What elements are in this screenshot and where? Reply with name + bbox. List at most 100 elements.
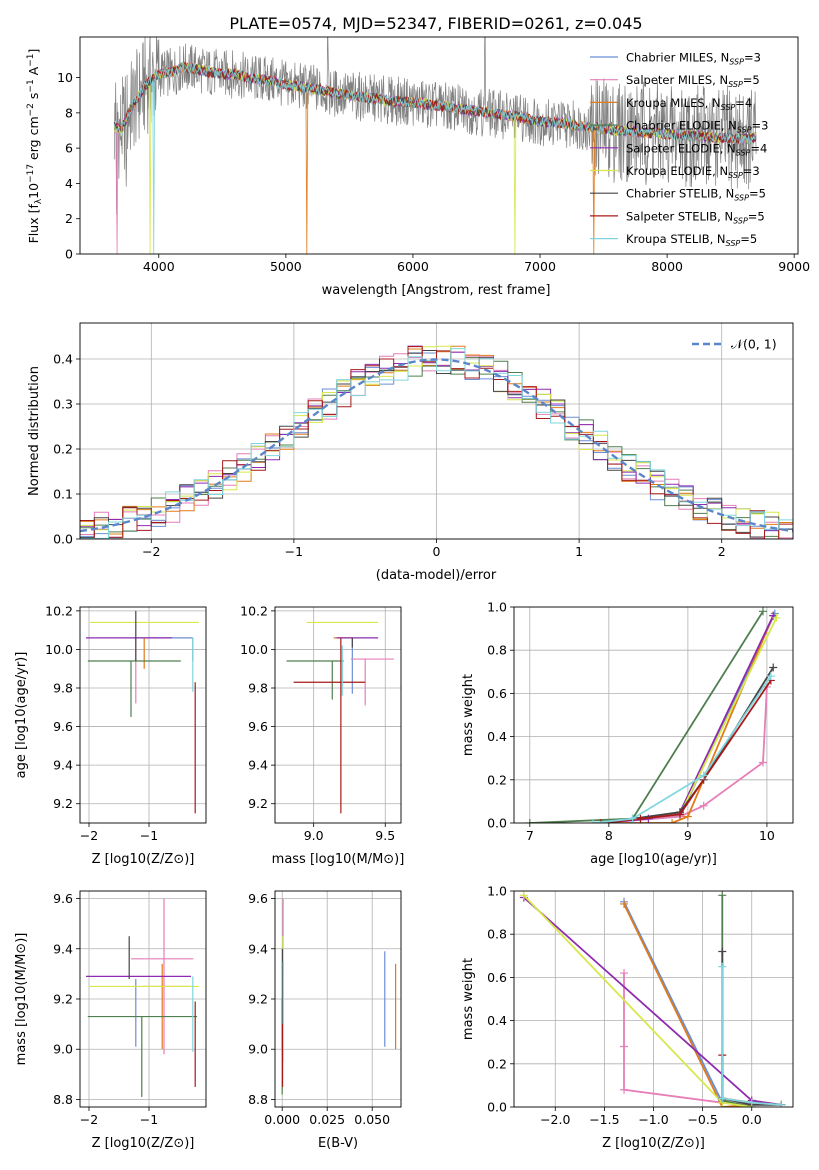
y-tick-label: 9.2	[248, 796, 268, 811]
y-axis-label: Flux [fλ10−17 erg cm−2 s−1 A−1]	[26, 49, 44, 244]
x-tick-label: 0	[433, 544, 441, 559]
x-tick-label: −1	[140, 1112, 158, 1127]
y-tick-label: 9.4	[248, 941, 268, 956]
x-axis-label: wavelength [Angstrom, rest frame]	[322, 283, 551, 298]
panel-age-vs-Z: −2 −1 9.2 9.4 9.6 9.8 10.0 10.2 Z [log10(Z/Z⊙)] a…	[14, 603, 207, 867]
y-tick-label: 10.2	[45, 603, 73, 618]
legend-label: Kroupa STELIB, NSSP=5	[626, 232, 757, 248]
y-tick-label: 8.8	[248, 1092, 268, 1107]
plot-area-age-vs-Z	[80, 607, 206, 823]
y-tick-label: 9.6	[53, 891, 73, 906]
mass-weight-marker	[525, 819, 534, 823]
x-axis-label: age [log10(age/yr)]	[590, 852, 717, 867]
panel-mass-vs-Z: −2 −1 8.8 9.0 9.2 9.4 9.6 Z [log10(Z/Z⊙)] mass […	[14, 890, 207, 1151]
mass-weight-marker	[628, 814, 637, 823]
x-axis-label: mass [log10(M/M⊙)]	[272, 852, 405, 867]
y-axis-label: mass weight	[461, 958, 476, 1040]
y-tick-label: 4	[65, 176, 73, 191]
legend-label: Chabrier ELODIE, NSSP=3	[626, 119, 768, 135]
legend-label: Kroupa ELODIE, NSSP=3	[626, 164, 760, 180]
y-tick-label: 0.8	[487, 927, 507, 942]
histogram-step-line	[80, 346, 793, 539]
plot-area-mass-vs-EBV	[275, 891, 401, 1107]
mass-weight-marker	[675, 810, 684, 819]
mass-weight-marker	[620, 899, 629, 908]
x-tick-label: 9.0	[304, 828, 324, 843]
legend-label: Salpeter MILES, NSSP=5	[626, 73, 760, 89]
mass-weight-marker	[718, 962, 727, 971]
x-tick-label: 6000	[397, 259, 429, 274]
y-tick-label: 0.0	[53, 532, 73, 547]
mass-weight-marker	[766, 672, 775, 681]
mass-weight-marker	[718, 947, 727, 956]
figure-title: PLATE=0574, MJD=52347, FIBERID=0261, z=0…	[229, 14, 642, 33]
x-tick-label: 9	[684, 828, 692, 843]
panel-age-vs-mass: 9.0 9.5 9.2 9.4 9.6 9.8 10.0 10.2 mass [log10(M/…	[240, 603, 404, 867]
model-spectrum-line	[113, 62, 757, 254]
x-tick-label: 5000	[270, 259, 302, 274]
y-tick-label: 10.2	[240, 603, 268, 618]
y-tick-label: 0.4	[53, 352, 73, 367]
x-axis-label: Z [log10(Z/Z⊙)]	[92, 852, 195, 867]
y-tick-label: 1.0	[487, 600, 507, 615]
x-tick-label: −2.0	[540, 1112, 570, 1127]
y-tick-label: 8.8	[53, 1092, 73, 1107]
y-tick-label: 8	[65, 105, 73, 120]
y-tick-label: 0.8	[487, 643, 507, 658]
x-tick-label: 0.050	[354, 1112, 390, 1127]
mass-weight-marker	[747, 1098, 756, 1107]
legend-label: Salpeter STELIB, NSSP=5	[626, 209, 765, 225]
mass-weight-marker	[668, 819, 677, 823]
x-tick-label: 9000	[778, 259, 810, 274]
chart-layer: 4000 5000 6000 7000 8000 90000246810Chabrier …	[14, 36, 810, 1151]
errorbar-point	[87, 660, 181, 717]
model-spectrum-line	[113, 61, 757, 145]
y-tick-label: 0.0	[487, 1100, 507, 1115]
plot-area-spectrum	[113, 37, 757, 254]
x-axis-label: Z [log10(Z/Z⊙)]	[602, 1136, 705, 1151]
x-axis-label: Z [log10(Z/Z⊙)]	[92, 1136, 195, 1151]
y-tick-label: 2	[65, 211, 73, 226]
y-tick-label: 0.3	[53, 397, 73, 412]
mass-weight-marker	[718, 891, 727, 900]
y-axis-label: age [log10(age/yr)]	[14, 652, 29, 779]
y-axis-label: mass [log10(M/M⊙)]	[14, 933, 29, 1066]
mass-weight-marker	[596, 819, 605, 823]
x-tick-label: −2	[142, 544, 160, 559]
mass-weight-marker	[620, 969, 629, 978]
errorbar-point	[87, 1015, 197, 1097]
y-axis-label: Normed distribution	[27, 366, 42, 496]
axes-frame	[274, 606, 402, 824]
mass-weight-marker	[620, 1042, 629, 1051]
gaussian-reference-line	[80, 358, 793, 533]
x-tick-label: −1.5	[589, 1112, 619, 1127]
y-tick-label: 9.6	[248, 891, 268, 906]
mass-weight-line	[592, 675, 772, 823]
y-tick-label: 6	[65, 141, 73, 156]
panel-spectrum: 4000 5000 6000 7000 8000 9000 0 2 4 6 8 10 Chabrier …	[26, 36, 810, 298]
spectrum-legend: Chabrier MILES, NSSP=3 Salpeter MILES, NS…	[590, 51, 768, 248]
x-tick-label: −0.5	[687, 1112, 717, 1127]
y-tick-label: 0.4	[487, 1013, 507, 1028]
legend-label: Salpeter ELODIE, NSSP=4	[626, 141, 767, 157]
histogram-step-line	[80, 348, 793, 539]
mass-weight-marker	[620, 1085, 629, 1094]
axes-frame	[274, 890, 402, 1108]
x-tick-label: −1.0	[638, 1112, 668, 1127]
axes-frame	[79, 322, 794, 540]
x-tick-label: 7	[526, 828, 534, 843]
y-tick-label: 0.1	[53, 487, 73, 502]
axes-frame	[513, 890, 794, 1108]
legend-label: Kroupa MILES, NSSP=4	[626, 96, 752, 112]
y-tick-label: 0.0	[487, 816, 507, 831]
errorbar-point	[286, 660, 344, 700]
y-tick-label: 9.4	[53, 758, 73, 773]
panel-massweight-vs-age: 7 8 9 10 0.0 0.2 0.4 0.6 0.8 1.0 age [log10(age/yr…	[461, 600, 794, 867]
panel-residual-histogram: −2 −1 0 1 2 0.0 0.1 0.2 0.3 0.4 𝒩(0, 1) (data-model…	[27, 322, 794, 583]
mass-weight-line	[721, 966, 782, 1106]
y-tick-label: 0.6	[487, 686, 507, 701]
plot-area-residual-histogram	[80, 323, 793, 539]
y-tick-label: 9.0	[53, 1042, 73, 1057]
x-tick-label: 8000	[651, 259, 683, 274]
axes-frame	[79, 890, 207, 1108]
